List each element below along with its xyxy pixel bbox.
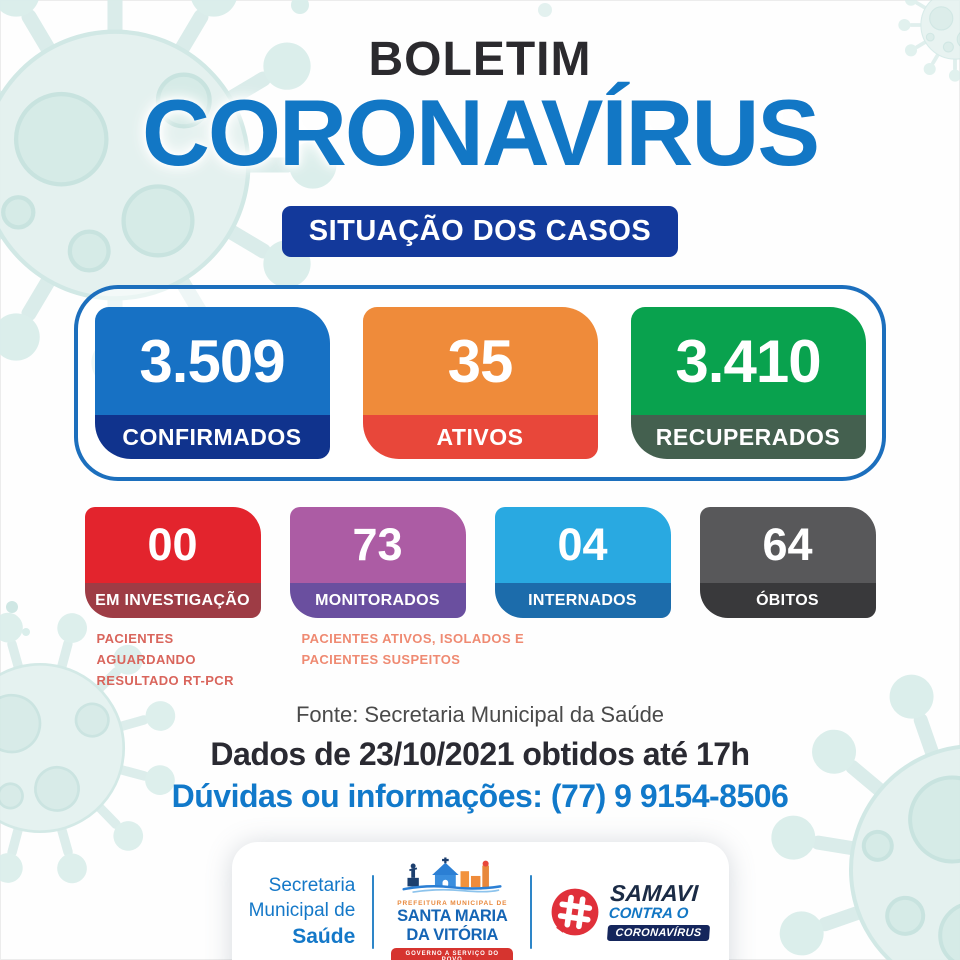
secretaria-saude-wordmark: Secretaria Municipal de Saúde — [249, 873, 356, 951]
stat-label-text: ATIVOS — [436, 423, 524, 450]
prefeitura-name: DA VITÓRIA — [406, 925, 499, 944]
samavi-coronavirus-badge: CORONAVÍRUS — [607, 925, 711, 942]
stat-label-text: RECUPERADOS — [655, 423, 841, 450]
stat-value: 04 — [557, 519, 608, 571]
secretaria-line-bold: Saúde — [292, 924, 356, 948]
stat-value: 3.410 — [675, 327, 821, 395]
stat-value: 64 — [762, 519, 813, 571]
stat-value: 00 — [147, 519, 198, 571]
section-badge: SITUAÇÃO DOS CASOS — [281, 206, 679, 258]
footer-divider — [530, 874, 533, 949]
stat-card-obitos: 64 ÓBITOS — [699, 507, 876, 619]
stat-card-monitorados: 73 MONITORADOS — [289, 507, 466, 619]
footer-divider — [372, 874, 375, 949]
footer-logo-panel: Secretaria Municipal de Saúde — [231, 841, 729, 960]
samavi-campaign-logo: SAMAVI CONTRA O CORONAVÍRUS — [549, 880, 711, 942]
stat-label: ATIVOS — [362, 415, 598, 460]
page-title-coronavirus: CORONAVÍRUS — [141, 80, 820, 185]
samavi-name: SAMAVI — [609, 880, 700, 907]
stat-note-em-investigacao: PACIENTES AGUARDANDO RESULTADO RT-PCR — [85, 618, 261, 691]
stat-value: 73 — [352, 519, 403, 571]
hashtag-cross-icon — [551, 888, 599, 936]
note-line: PACIENTES ATIVOS, ISOLADOS E — [301, 631, 525, 647]
prefeitura-ribbon: GOVERNO A SERVIÇO DO POVO — [391, 948, 514, 960]
stat-label-text: MONITORADOS — [315, 591, 440, 609]
stat-label: RECUPERADOS — [630, 415, 866, 460]
stat-label-text: CONFIRMADOS — [122, 423, 302, 450]
stat-card-ativos: 35 ATIVOS — [362, 307, 598, 460]
stat-card-confirmados: 3.509 CONFIRMADOS — [94, 307, 330, 460]
stat-value-area: 35 — [362, 307, 598, 416]
contact-phone-line: Dúvidas ou informações: (77) 9 9154-8506 — [171, 777, 789, 814]
page-title-boletim: BOLETIM — [368, 33, 592, 86]
source-line: Fonte: Secretaria Municipal da Saúde — [295, 701, 665, 727]
prefeitura-small-text: PREFEITURA MUNICIPAL DE — [397, 900, 508, 908]
data-date-line: Dados de 23/10/2021 obtidos até 17h — [210, 735, 750, 772]
stat-value-area: 64 — [699, 507, 876, 584]
stat-note-monitorados: PACIENTES ATIVOS, ISOLADOS E PACIENTES S… — [290, 618, 671, 691]
note-line: PACIENTES SUSPEITOS — [301, 652, 461, 668]
stat-card-internados: 04 INTERNADOS — [494, 507, 671, 619]
stat-card-recuperados: 3.410 RECUPERADOS — [630, 307, 866, 460]
stat-value: 3.509 — [139, 327, 285, 395]
stat-value-area: 3.509 — [94, 307, 330, 416]
stat-label: ÓBITOS — [699, 583, 876, 619]
stat-label: INTERNADOS — [494, 583, 671, 619]
secretaria-line: Secretaria — [268, 874, 356, 896]
stat-card-em-investigacao: 00 EM INVESTIGAÇÃO — [84, 507, 261, 619]
samavi-contra-o: CONTRA O — [608, 905, 690, 923]
stat-value-area: 00 — [84, 507, 261, 584]
stat-label-text: INTERNADOS — [528, 591, 637, 609]
stat-label-text: EM INVESTIGAÇÃO — [95, 591, 250, 609]
stat-label: MONITORADOS — [289, 583, 466, 619]
stat-value-area: 73 — [289, 507, 466, 584]
stat-value-area: 04 — [494, 507, 671, 584]
detail-cards-container: 00 EM INVESTIGAÇÃO 73 MONITORADOS 04 — [84, 507, 876, 691]
note-line: RESULTADO RT-PCR — [96, 672, 234, 688]
summary-cards-container: 3.509 CONFIRMADOS 35 ATIVOS 3.410 — [74, 285, 886, 482]
prefeitura-name: SANTA MARIA — [397, 907, 508, 926]
city-skyline-icon — [402, 857, 502, 894]
secretaria-line: Municipal de — [248, 899, 356, 921]
note-line: PACIENTES AGUARDANDO — [96, 631, 196, 668]
stat-label-text: ÓBITOS — [756, 591, 819, 609]
stat-value-area: 3.410 — [630, 307, 866, 416]
stat-label: EM INVESTIGAÇÃO — [84, 583, 261, 619]
stat-label: CONFIRMADOS — [94, 415, 330, 460]
stat-value: 35 — [447, 327, 514, 395]
prefeitura-logo: PREFEITURA MUNICIPAL DE SANTA MARIA DA V… — [391, 857, 514, 960]
